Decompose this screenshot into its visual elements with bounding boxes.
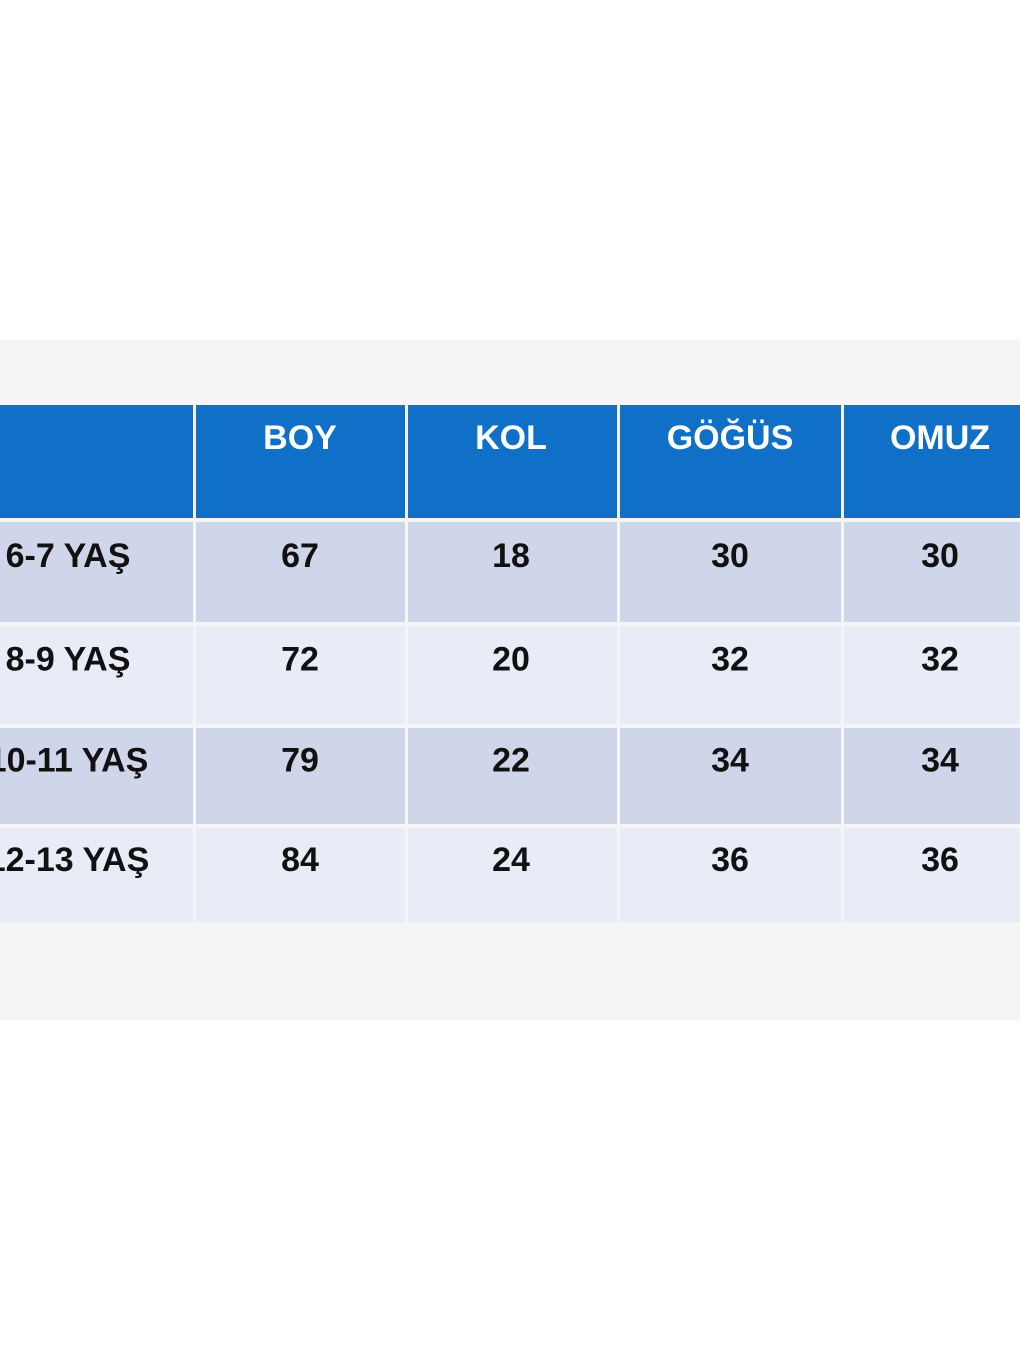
row-cell (196, 626, 405, 724)
row-cell (620, 828, 841, 922)
row-label: 6-7 YAŞ (6, 537, 131, 575)
row-cell (844, 828, 1020, 922)
row-cell (408, 626, 617, 724)
row-cell (0, 828, 193, 922)
column-header: BOY (263, 419, 337, 457)
row-cell (0, 728, 193, 824)
row-label: 12-13 YAŞ (0, 841, 149, 879)
size-table: BOY KOL GÖĞÜS OMUZ 6-7 YAŞ 67 18 30 30 8-9 YAŞ 72 2… (0, 405, 1020, 922)
cell-value: 36 (711, 841, 749, 879)
row-cell (844, 626, 1020, 724)
row-cell (620, 522, 841, 622)
header-cell (620, 405, 841, 518)
row-cell (844, 522, 1020, 622)
row-cell (844, 728, 1020, 824)
row-cell (408, 728, 617, 824)
header-cell (408, 405, 617, 518)
header-cell (196, 405, 405, 518)
cell-value: 30 (921, 537, 959, 575)
row-cell (196, 828, 405, 922)
cell-value: 36 (921, 841, 959, 879)
cell-value: 18 (492, 537, 530, 575)
row-cell (0, 626, 193, 724)
cell-value: 22 (492, 742, 530, 780)
row-cell (196, 728, 405, 824)
header-cell (0, 405, 193, 518)
row-cell (620, 728, 841, 824)
row-label: 8-9 YAŞ (6, 640, 131, 678)
cell-value: 34 (711, 742, 749, 780)
column-header: GÖĞÜS (667, 419, 794, 457)
column-header: KOL (475, 419, 547, 457)
cell-value: 79 (281, 742, 319, 780)
row-cell (196, 522, 405, 622)
column-header: OMUZ (890, 419, 990, 457)
row-label: 10-11 YAŞ (0, 742, 148, 780)
row-cell (0, 522, 193, 622)
cell-value: 30 (711, 537, 749, 575)
cell-value: 20 (492, 640, 530, 678)
row-cell (620, 626, 841, 724)
cell-value: 24 (492, 841, 530, 879)
cell-value: 32 (921, 640, 959, 678)
cell-value: 67 (281, 537, 319, 575)
row-cell (408, 828, 617, 922)
header-cell (844, 405, 1020, 518)
cell-value: 32 (711, 640, 749, 678)
cell-value: 34 (921, 742, 959, 780)
cell-value: 84 (281, 841, 319, 879)
row-cell (408, 522, 617, 622)
cell-value: 72 (281, 640, 319, 678)
